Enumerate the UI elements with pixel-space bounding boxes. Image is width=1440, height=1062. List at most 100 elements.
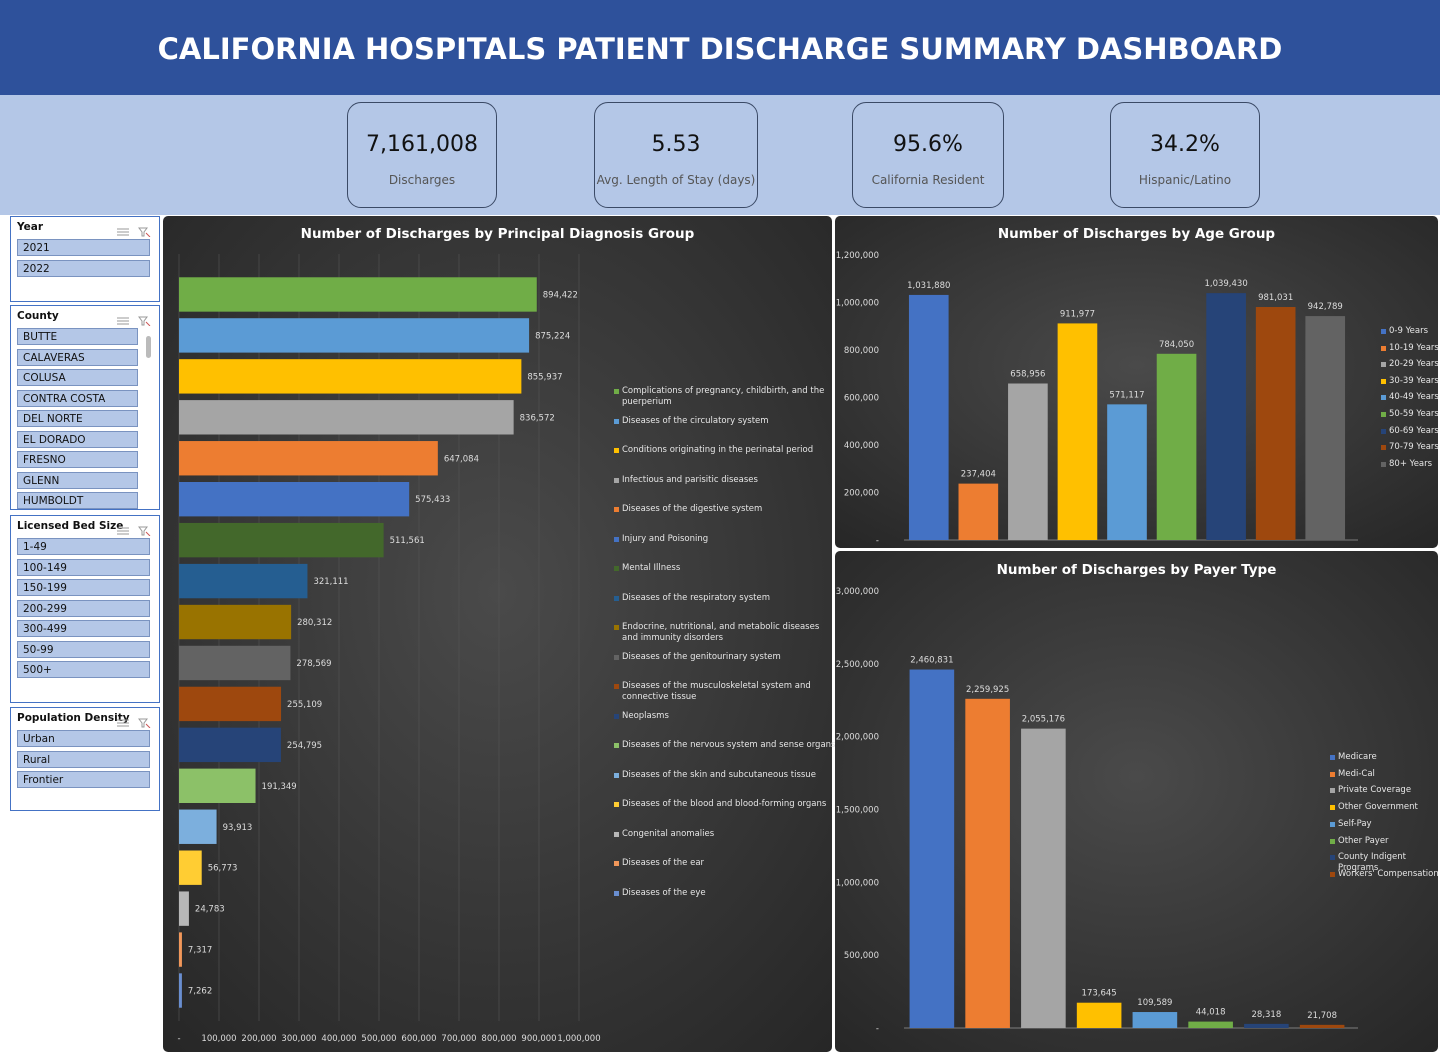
bar: [1244, 1023, 1289, 1028]
legend-swatch: [1330, 821, 1335, 827]
legend-label: Diseases of the eye: [622, 887, 706, 898]
data-label: 44,018: [1196, 1008, 1226, 1018]
kpi-value: 34.2%: [1150, 132, 1220, 157]
legend-entry: Infectious and parisitic diseases: [614, 475, 837, 486]
slicer-item[interactable]: Rural: [17, 750, 150, 768]
x-tick-label: 400,000: [321, 1034, 356, 1044]
legend-label: Conditions originating in the perinatal …: [622, 445, 814, 455]
legend-entry: Diseases of the circulatory system: [614, 416, 837, 427]
slicer-item[interactable]: 500+: [17, 661, 150, 678]
kpi-label: Hispanic/Latino: [1138, 173, 1232, 187]
bar: [1156, 353, 1197, 540]
x-tick-label: 900,000: [521, 1034, 556, 1044]
bar: [179, 522, 384, 558]
slicer-icon[interactable]: [117, 316, 151, 327]
data-label: 7,262: [188, 987, 212, 997]
slicer-item[interactable]: 200-299: [17, 599, 150, 617]
slicer-item[interactable]: FRESNO: [17, 451, 138, 468]
slicer-icon[interactable]: [117, 526, 151, 537]
bar: [1206, 293, 1246, 540]
legend-label: Infectious and parisitic diseases: [622, 474, 758, 485]
slicer-title: Year: [17, 221, 44, 233]
legend-swatch: [614, 890, 619, 896]
slicer-item[interactable]: BUTTE: [17, 328, 138, 345]
legend-swatch: [1330, 805, 1335, 811]
slicer-item[interactable]: 1-49: [17, 538, 150, 555]
slicer-item[interactable]: GLENN: [17, 471, 138, 489]
legend-entry: Other Payer: [1330, 836, 1440, 847]
slicer: Population Density Urban Rural Frontier: [10, 707, 160, 811]
slicer-item[interactable]: Frontier: [17, 771, 150, 788]
bar: [1299, 1024, 1345, 1028]
bar: [179, 768, 256, 804]
legend-swatch: [1330, 838, 1335, 844]
slicer-item[interactable]: 50-99: [17, 640, 150, 658]
bar: [179, 973, 182, 1008]
legend-swatch: [614, 831, 619, 837]
data-label: 254,795: [287, 741, 322, 751]
data-label: 191,349: [262, 782, 297, 792]
legend-entry: 80+ Years: [1381, 459, 1440, 470]
slicer-item[interactable]: 100-149: [17, 558, 150, 576]
slicer-item[interactable]: HUMBOLDT: [17, 492, 138, 509]
legend-label: 0-9 Years: [1389, 326, 1429, 336]
legend-swatch: [614, 743, 619, 748]
y-tick-label: 1,000,000: [836, 878, 879, 888]
data-label: 981,031: [1258, 293, 1293, 303]
slicer-title: County: [17, 310, 59, 322]
legend-label: 50-59 Years: [1389, 409, 1439, 419]
slicer-item[interactable]: 150-199: [17, 579, 150, 596]
y-tick-label: 200,000: [844, 489, 879, 499]
slicer: Licensed Bed Size 1-49 100-149 150-199 200-2…: [10, 515, 160, 703]
data-label: 255,109: [287, 700, 322, 710]
data-label: 647,084: [444, 454, 479, 464]
legend-label: Endocrine, nutritional, and metabolic di…: [622, 622, 820, 643]
slicer-item[interactable]: CONTRA COSTA: [17, 389, 138, 407]
legend-entry: 30-39 Years: [1381, 376, 1440, 387]
slicer-icon[interactable]: [117, 718, 151, 729]
kpi-card: 95.6% California Resident: [852, 102, 1004, 208]
legend-swatch: [1381, 395, 1386, 401]
bar: [179, 277, 537, 312]
bar: [179, 727, 281, 763]
legend-entry: Medicare: [1330, 752, 1440, 763]
slicer-item[interactable]: Urban: [17, 730, 150, 747]
slicer-item[interactable]: DEL NORTE: [17, 410, 138, 427]
data-label: 280,312: [297, 618, 332, 628]
slicer-item[interactable]: COLUSA: [17, 369, 138, 386]
legend-label: 60-69 Years: [1389, 425, 1439, 436]
y-tick-label: 600,000: [844, 394, 879, 404]
slicer-title: Population Density: [17, 712, 130, 724]
legend-entry: 10-19 Years: [1381, 343, 1440, 354]
bar: [1255, 307, 1296, 540]
legend-swatch: [1381, 345, 1386, 351]
data-label: 511,561: [390, 536, 425, 546]
slicer-icon[interactable]: [117, 227, 151, 238]
slicer-item[interactable]: 300-499: [17, 620, 150, 637]
data-label: 784,050: [1159, 340, 1194, 350]
legend-entry: Medi-Cal: [1330, 769, 1440, 780]
slicer-item[interactable]: EL DORADO: [17, 430, 138, 448]
kpi-card: 7,161,008 Discharges: [347, 102, 497, 208]
legend-label: Other Payer: [1338, 835, 1389, 846]
legend-swatch: [614, 861, 619, 866]
legend-swatch: [614, 448, 619, 453]
bar: [179, 400, 514, 435]
kpi-label: Avg. Length of Stay (days): [596, 173, 756, 187]
kpi-band: 7,161,008 Discharges 5.53 Avg. Length of St…: [0, 95, 1440, 215]
slicer-item[interactable]: 2022: [17, 259, 150, 277]
bar: [1132, 1012, 1178, 1028]
data-label: 2,259,925: [966, 685, 1009, 695]
bar: [179, 481, 410, 517]
legend-swatch: [1381, 428, 1386, 434]
bar: [1076, 1002, 1122, 1028]
scrollbar: [146, 336, 151, 358]
legend-swatch: [1381, 445, 1386, 451]
data-label: 942,789: [1308, 302, 1343, 312]
bar: [179, 441, 438, 476]
legend-entry: 40-49 Years: [1381, 392, 1440, 403]
slicer-item[interactable]: CALAVERAS: [17, 348, 138, 366]
slicer-item[interactable]: 2021: [17, 239, 150, 256]
legend-label: Self-Pay: [1338, 818, 1372, 829]
